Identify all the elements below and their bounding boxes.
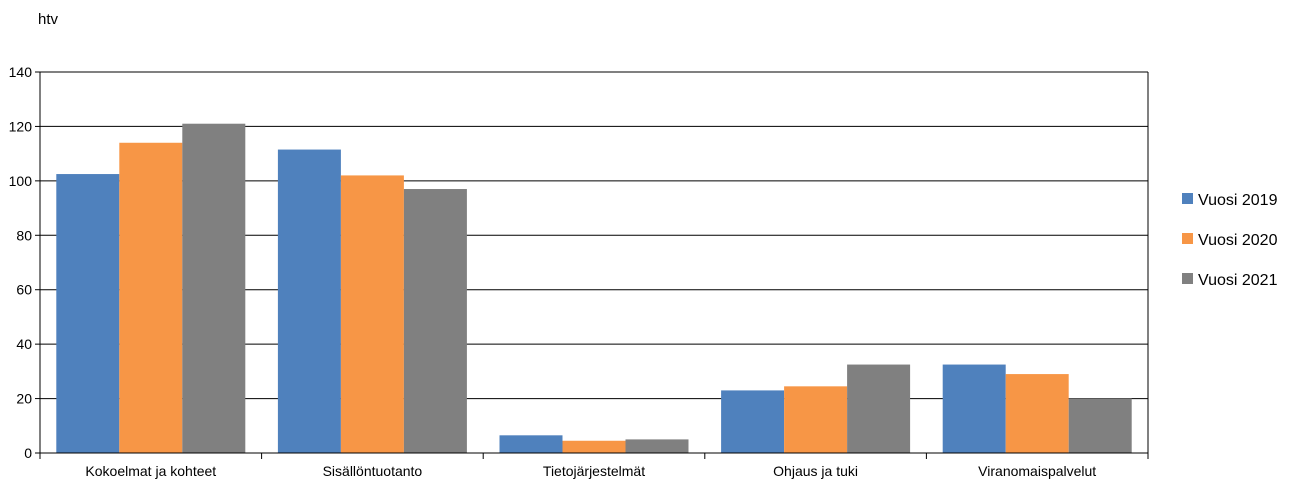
bar	[942, 364, 1006, 453]
category-label: Sisällöntuotanto	[323, 463, 423, 479]
bar	[1068, 398, 1132, 453]
category-label: Ohjaus ja tuki	[773, 463, 858, 479]
bar	[784, 386, 848, 453]
bar	[340, 175, 404, 453]
bars	[56, 123, 1132, 453]
bar	[1005, 374, 1069, 453]
bar	[403, 189, 467, 453]
y-tick-labels: 0 20 40 60 80 100 120 140	[9, 64, 33, 461]
bar	[56, 174, 120, 453]
legend-label: Vuosi 2020	[1198, 232, 1278, 249]
bar	[847, 364, 911, 453]
y-tick-label: 100	[9, 173, 33, 189]
y-tick-label: 60	[16, 282, 32, 298]
legend-swatch	[1182, 273, 1193, 284]
y-tick-label: 0	[24, 445, 32, 461]
bar	[119, 142, 183, 453]
legend: Vuosi 2019 Vuosi 2020 Vuosi 2021	[1182, 192, 1278, 289]
bar	[562, 440, 626, 453]
bar	[277, 149, 341, 453]
category-label: Viranomaispalvelut	[978, 463, 1096, 479]
category-labels: Kokoelmat ja kohteet Sisällöntuotanto Tiet…	[85, 463, 1096, 479]
y-tick-label: 80	[16, 227, 32, 243]
bar	[625, 439, 689, 453]
y-tick-label: 140	[9, 64, 33, 80]
legend-label: Vuosi 2021	[1198, 272, 1278, 289]
bar	[499, 435, 563, 453]
legend-swatch	[1182, 193, 1193, 204]
y-tick-label: 40	[16, 336, 32, 352]
y-tick-label: 120	[9, 118, 33, 134]
category-label: Kokoelmat ja kohteet	[85, 463, 216, 479]
legend-label: Vuosi 2019	[1198, 192, 1278, 209]
category-label: Tietojärjestelmät	[543, 463, 645, 479]
y-axis-label: htv	[38, 11, 59, 28]
bar	[721, 390, 785, 453]
y-tick-label: 20	[16, 391, 32, 407]
axes	[35, 71, 1149, 459]
bar	[182, 123, 246, 453]
legend-swatch	[1182, 233, 1193, 244]
